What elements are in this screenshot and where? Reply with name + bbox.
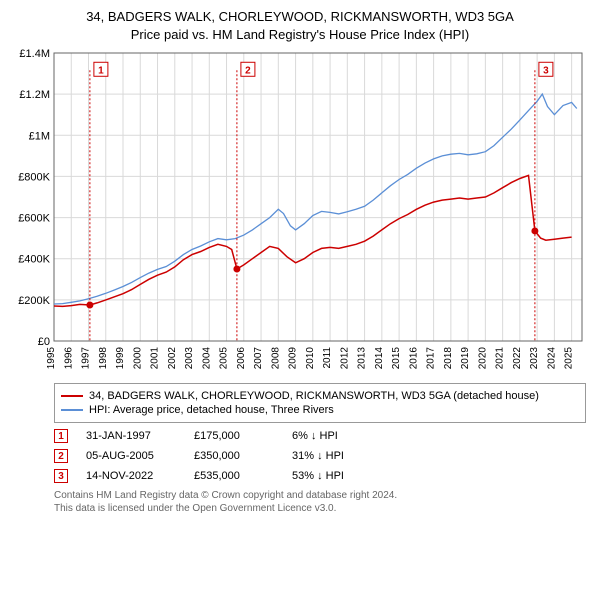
sale-price: £175,000 [194, 430, 274, 442]
sale-price: £535,000 [194, 470, 274, 482]
svg-text:2007: 2007 [253, 347, 264, 370]
svg-text:1996: 1996 [63, 347, 74, 370]
svg-text:£0: £0 [38, 336, 50, 348]
svg-text:2017: 2017 [426, 347, 437, 370]
svg-text:2: 2 [245, 65, 251, 76]
sale-row: 3 14-NOV-2022 £535,000 53% ↓ HPI [54, 469, 586, 483]
svg-text:£200K: £200K [18, 295, 50, 307]
sale-price: £350,000 [194, 450, 274, 462]
sale-date: 31-JAN-1997 [86, 430, 176, 442]
sale-row: 1 31-JAN-1997 £175,000 6% ↓ HPI [54, 429, 586, 443]
svg-text:3: 3 [543, 65, 549, 76]
title-line2: Price paid vs. HM Land Registry's House … [6, 26, 594, 44]
sale-diff: 6% ↓ HPI [292, 430, 392, 442]
svg-text:1999: 1999 [115, 347, 126, 370]
svg-text:2022: 2022 [512, 347, 523, 370]
svg-text:2016: 2016 [408, 347, 419, 370]
svg-text:£400K: £400K [18, 254, 50, 266]
svg-text:2024: 2024 [546, 347, 557, 370]
svg-text:2019: 2019 [460, 347, 471, 370]
chart-title: 34, BADGERS WALK, CHORLEYWOOD, RICKMANSW… [6, 8, 594, 43]
footnote-line2: This data is licensed under the Open Gov… [54, 503, 336, 514]
sales-list: 1 31-JAN-1997 £175,000 6% ↓ HPI 2 05-AUG-2005… [6, 429, 594, 483]
sale-diff: 53% ↓ HPI [292, 470, 392, 482]
svg-text:2013: 2013 [357, 347, 368, 370]
sale-date: 05-AUG-2005 [86, 450, 176, 462]
svg-text:2025: 2025 [564, 347, 575, 370]
svg-text:2005: 2005 [219, 347, 230, 370]
svg-text:2004: 2004 [201, 347, 212, 370]
sale-marker-3: 3 [54, 469, 68, 483]
legend-row-property: 34, BADGERS WALK, CHORLEYWOOD, RICKMANSW… [61, 390, 579, 402]
svg-text:2001: 2001 [150, 347, 161, 370]
svg-text:1: 1 [98, 65, 104, 76]
legend-label-property: 34, BADGERS WALK, CHORLEYWOOD, RICKMANSW… [89, 390, 539, 402]
legend-swatch-property [61, 395, 83, 397]
legend-row-hpi: HPI: Average price, detached house, Thre… [61, 404, 579, 416]
sale-date: 14-NOV-2022 [86, 470, 176, 482]
svg-text:1997: 1997 [81, 347, 92, 370]
legend-label-hpi: HPI: Average price, detached house, Thre… [89, 404, 334, 416]
svg-text:2006: 2006 [236, 347, 247, 370]
sale-marker-2: 2 [54, 449, 68, 463]
footnote-line1: Contains HM Land Registry data © Crown c… [54, 490, 397, 501]
svg-text:1995: 1995 [46, 347, 57, 370]
svg-text:2011: 2011 [322, 347, 333, 369]
svg-text:2000: 2000 [132, 347, 143, 370]
price-chart: £0 £200K £400K £600K £800K £1M £1.2M £1.4M 1995 1… [6, 47, 594, 377]
svg-text:2018: 2018 [443, 347, 454, 370]
svg-text:2010: 2010 [305, 347, 316, 370]
svg-text:£600K: £600K [18, 213, 50, 225]
svg-text:2021: 2021 [495, 347, 506, 370]
sale-row: 2 05-AUG-2005 £350,000 31% ↓ HPI [54, 449, 586, 463]
svg-text:£1.2M: £1.2M [19, 89, 50, 101]
svg-text:2008: 2008 [270, 347, 281, 370]
sale-diff: 31% ↓ HPI [292, 450, 392, 462]
footnote: Contains HM Land Registry data © Crown c… [54, 489, 586, 515]
svg-text:2003: 2003 [184, 347, 195, 370]
title-line1: 34, BADGERS WALK, CHORLEYWOOD, RICKMANSW… [6, 8, 594, 26]
svg-text:2020: 2020 [477, 347, 488, 370]
svg-text:2012: 2012 [339, 347, 350, 370]
legend: 34, BADGERS WALK, CHORLEYWOOD, RICKMANSW… [54, 383, 586, 423]
chart-svg: £0 £200K £400K £600K £800K £1M £1.2M £1.4M 1995 1… [6, 47, 594, 377]
sale-marker-1: 1 [54, 429, 68, 443]
svg-text:2009: 2009 [288, 347, 299, 370]
svg-text:£800K: £800K [18, 172, 50, 184]
svg-text:2014: 2014 [374, 347, 385, 370]
svg-text:£1M: £1M [29, 130, 50, 142]
legend-swatch-hpi [61, 409, 83, 411]
svg-text:1998: 1998 [98, 347, 109, 370]
svg-text:2002: 2002 [167, 347, 178, 370]
svg-text:2015: 2015 [391, 347, 402, 370]
svg-text:2023: 2023 [529, 347, 540, 370]
svg-text:£1.4M: £1.4M [19, 48, 50, 60]
